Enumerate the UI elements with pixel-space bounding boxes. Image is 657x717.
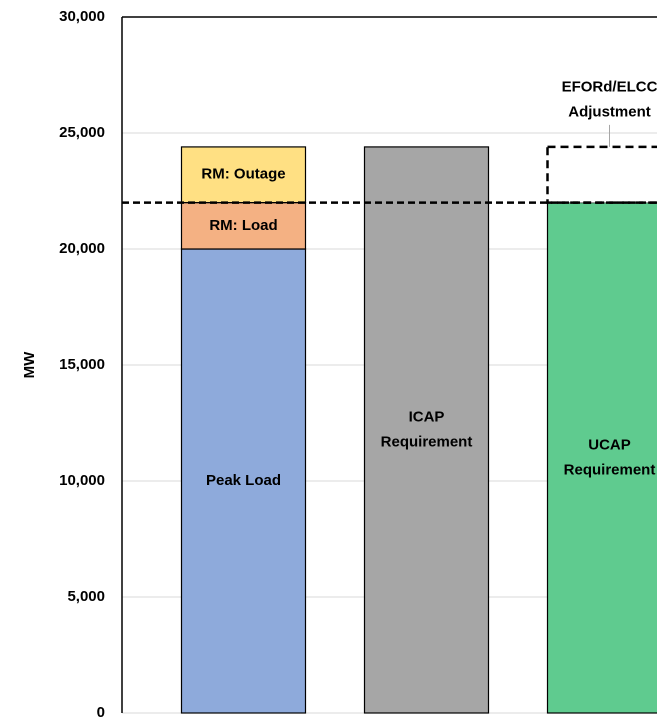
bar-segment <box>546 145 657 204</box>
y-tick-label: 5,000 <box>67 588 105 605</box>
bar-segment <box>180 248 307 714</box>
y-tick-label: 20,000 <box>59 240 105 257</box>
segment-label: Peak Load <box>206 472 281 489</box>
bar-segment <box>546 202 657 714</box>
bar-segment <box>363 146 490 714</box>
y-axis-label: MW <box>21 351 38 378</box>
y-tick-label: 0 <box>97 704 105 717</box>
segment-label: RM: Outage <box>201 166 285 183</box>
y-tick-label: 25,000 <box>59 124 105 141</box>
segment-label: UCAP Requirement <box>564 436 656 478</box>
segment-label: ICAP Requirement <box>381 408 473 450</box>
segment-label: EFORd/ELCC Adjustment <box>562 78 657 120</box>
y-tick-label: 30,000 <box>59 8 105 25</box>
y-tick-label: 10,000 <box>59 472 105 489</box>
bar-segment <box>180 202 307 250</box>
segment-label: RM: Load <box>209 217 277 234</box>
y-tick-label: 15,000 <box>59 356 105 373</box>
